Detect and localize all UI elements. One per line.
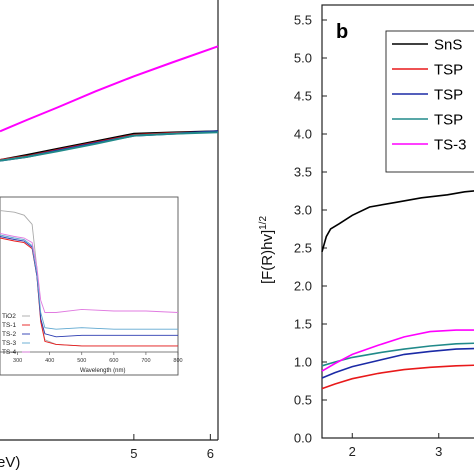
panel-b-y-title: [F(R)hv]1/2 bbox=[258, 216, 276, 285]
inset-x-tick-label: 700 bbox=[141, 358, 150, 364]
inset-legend: TiO2 TS-1 TS-2 TS-3 TS-4 bbox=[2, 313, 30, 356]
panel-b-series-line-2 bbox=[321, 364, 474, 390]
panel-a-series bbox=[0, 45, 219, 162]
panel-b-letter: b bbox=[336, 21, 348, 43]
panel-b-y-tick-label: 4.0 bbox=[294, 127, 312, 142]
panel-b-y-tick-label: 5.5 bbox=[294, 13, 312, 28]
panel-b-y-tick-label: 2.5 bbox=[294, 241, 312, 256]
inset-series bbox=[0, 210, 179, 347]
panel-b-y-tick-label: 4.5 bbox=[294, 89, 312, 104]
inset-frame bbox=[0, 196, 179, 376]
inset-line-ts-1 bbox=[0, 237, 178, 347]
inset-x-tick-label: 300 bbox=[13, 358, 22, 364]
inset-legend-label: TS-4 bbox=[2, 349, 16, 356]
panel-b-legend-label: TSP bbox=[434, 87, 463, 104]
inset-x-title: Wavelength (nm) bbox=[80, 368, 125, 374]
inset-x-tick-label: 800 bbox=[173, 358, 182, 364]
panel-b-series-line-4 bbox=[321, 342, 474, 367]
panel-b-y-tick-label: 1.5 bbox=[294, 317, 312, 332]
panel-b-y-tick-label: 3.5 bbox=[294, 165, 312, 180]
panel-b-series bbox=[321, 190, 474, 390]
inset-legend-label: TS-2 bbox=[2, 331, 16, 338]
panel-a-x-tick-label: 6 bbox=[207, 446, 214, 461]
inset-chart: 300 400 500 600 700 800 Wavelength (nm) TiO2T… bbox=[0, 196, 183, 376]
panel-b: b 0.0 0.5 1.0 1.5 2.0 2.5 3.0 3.5 4.0 4.5 5.0 5.5 2… bbox=[258, 4, 474, 459]
panel-b-legend-items: SnS TSP TSP TSP TS-3 bbox=[392, 37, 467, 154]
panel-b-series-line-3 bbox=[321, 347, 474, 379]
panel-b-y-tick-label: 3.0 bbox=[294, 203, 312, 218]
inset-x-tick-label: 600 bbox=[109, 358, 118, 364]
panel-a-x-title: eV) bbox=[0, 454, 20, 471]
panel-b-y-ticks: 0.0 0.5 1.0 1.5 2.0 2.5 3.0 3.5 4.0 4.5 5.0 5.5 bbox=[294, 13, 327, 446]
panel-b-legend-label: TSP bbox=[434, 62, 463, 79]
panel-b-legend-box bbox=[385, 30, 474, 173]
inset-x-tick-label: 400 bbox=[45, 358, 54, 364]
inset-legend-label: TS-3 bbox=[2, 340, 16, 347]
panel-b-series-line-5 bbox=[321, 329, 474, 372]
panel-b-legend-label: TS-3 bbox=[434, 137, 467, 154]
panel-b-legend-label: SnS bbox=[434, 37, 462, 54]
panel-b-y-title-sup: 1/2 bbox=[258, 216, 269, 230]
panel-b-x-tick-label: 2 bbox=[349, 444, 356, 459]
inset-x-tick-label: 500 bbox=[77, 358, 86, 364]
inset-legend-label: TiO2 bbox=[2, 313, 16, 320]
panel-b-y-tick-label: 1.0 bbox=[294, 355, 312, 370]
panel-b-y-tick-label: 0.0 bbox=[294, 431, 312, 446]
panel-b-series-line-1 bbox=[321, 190, 474, 253]
panel-b-y-tick-label: 5.0 bbox=[294, 51, 312, 66]
panel-a-series-line-5 bbox=[0, 131, 219, 162]
panel-b-plot-frame bbox=[321, 4, 474, 439]
inset-line-ts-2 bbox=[0, 236, 178, 338]
panel-a-x-tick-label: 5 bbox=[130, 446, 137, 461]
panel-b-y-tick-label: 0.5 bbox=[294, 393, 312, 408]
panel-b-legend: SnS TSP TSP TSP TS-3 bbox=[385, 30, 474, 173]
inset-line-ts-3 bbox=[0, 234, 178, 330]
panel-b-y-title-main: [F(R)hv] bbox=[259, 230, 276, 284]
panel-b-y-tick-label: 2.0 bbox=[294, 279, 312, 294]
inset-line-ts-4 bbox=[0, 232, 179, 313]
panel-a-series-line-1 bbox=[0, 45, 219, 133]
inset-legend-label: TS-1 bbox=[2, 322, 16, 329]
panel-b-legend-label: TSP bbox=[434, 112, 463, 129]
panel-b-x-tick-label: 3 bbox=[435, 444, 442, 459]
